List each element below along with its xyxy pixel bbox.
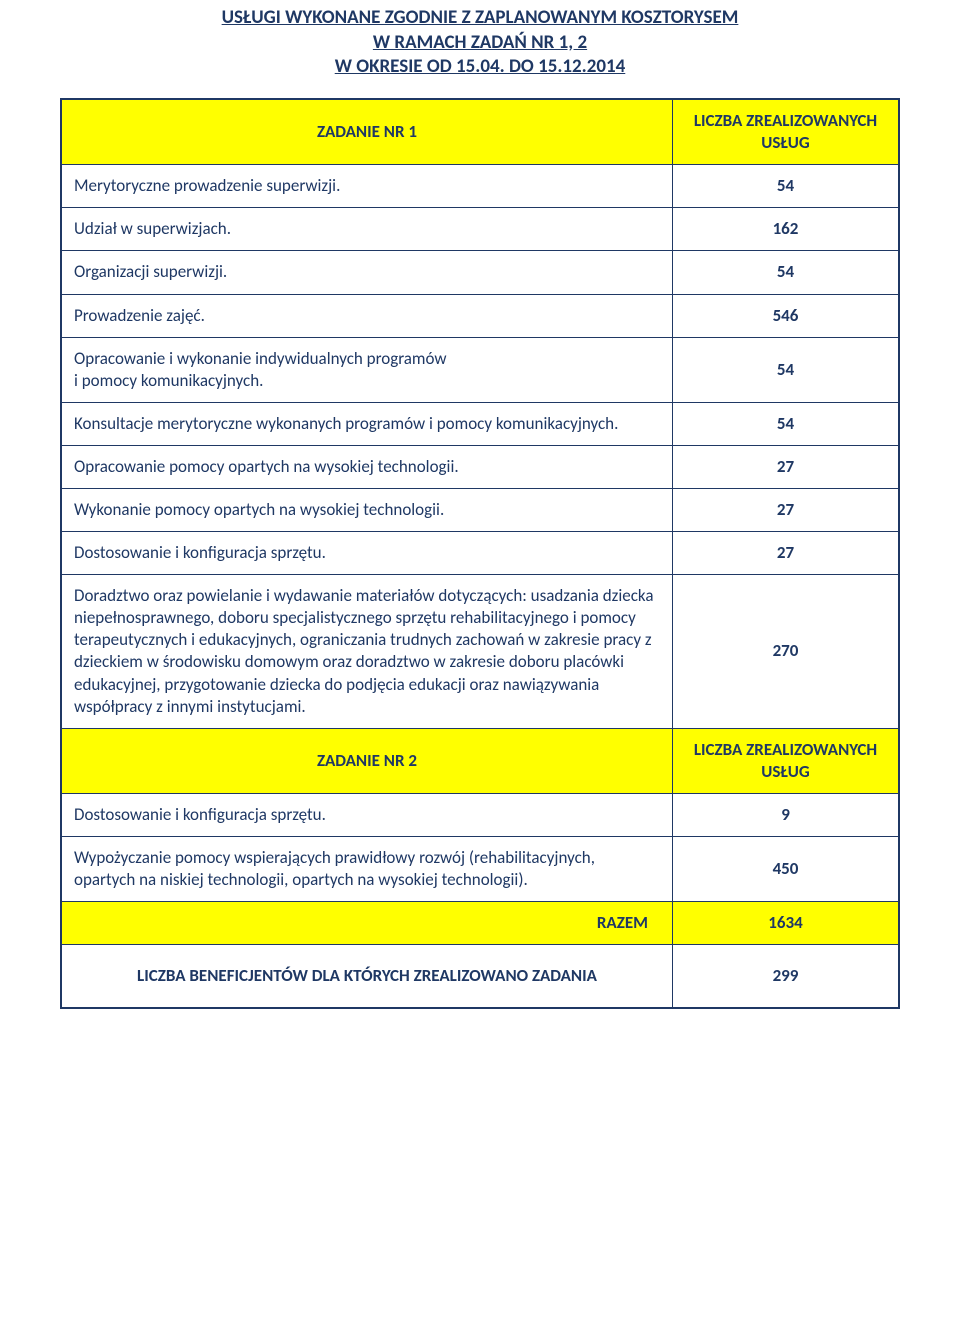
- row-label: Wykonanie pomocy opartych na wysokiej te…: [62, 489, 673, 532]
- footer-row: LICZBA BENEFICJENTÓW DLA KTÓRYCH ZREALIZ…: [62, 945, 899, 1008]
- table-row: Merytoryczne prowadzenie superwizji. 54: [62, 165, 899, 208]
- page: USŁUGI WYKONANE ZGODNIE Z ZAPLANOWANYM K…: [0, 0, 960, 1317]
- row-label: Prowadzenie zajęć.: [62, 294, 673, 337]
- section1-header-row: ZADANIE NR 1 LICZBA ZREALIZOWANYCH USŁUG: [62, 100, 899, 165]
- table-row: Dostosowanie i konfiguracja sprzętu. 9: [62, 793, 899, 836]
- row-label: Organizacji superwizji.: [62, 251, 673, 294]
- row-label: Konsultacje merytoryczne wykonanych prog…: [62, 402, 673, 445]
- row-value: 27: [673, 445, 899, 488]
- row-label: Opracowanie i wykonanie indywidualnych p…: [62, 337, 673, 402]
- section1-header-left: ZADANIE NR 1: [62, 100, 673, 165]
- section2-header-row: ZADANIE NR 2 LICZBA ZREALIZOWANYCH USŁUG: [62, 728, 899, 793]
- section1-header-right: LICZBA ZREALIZOWANYCH USŁUG: [673, 100, 899, 165]
- services-table: ZADANIE NR 1 LICZBA ZREALIZOWANYCH USŁUG…: [61, 99, 899, 1008]
- page-heading: USŁUGI WYKONANE ZGODNIE Z ZAPLANOWANYM K…: [60, 0, 900, 80]
- row-label: Udział w superwizjach.: [62, 208, 673, 251]
- total-row: RAZEM 1634: [62, 902, 899, 945]
- row-value: 54: [673, 165, 899, 208]
- row-label: Dostosowanie i konfiguracja sprzętu.: [62, 532, 673, 575]
- table-container: ZADANIE NR 1 LICZBA ZREALIZOWANYCH USŁUG…: [60, 98, 900, 1009]
- row-value: 9: [673, 793, 899, 836]
- heading-line-2: W RAMACH ZADAŃ NR 1, 2: [373, 31, 587, 54]
- row-value: 54: [673, 337, 899, 402]
- row-label: Dostosowanie i konfiguracja sprzętu.: [62, 793, 673, 836]
- table-row: Opracowanie i wykonanie indywidualnych p…: [62, 337, 899, 402]
- table-row: Wypożyczanie pomocy wspierających prawid…: [62, 837, 899, 902]
- row-label: Doradztwo oraz powielanie i wydawanie ma…: [62, 575, 673, 729]
- row-label: Opracowanie pomocy opartych na wysokiej …: [62, 445, 673, 488]
- row-label: Merytoryczne prowadzenie superwizji.: [62, 165, 673, 208]
- heading-line-3: W OKRESIE OD 15.04. DO 15.12.2014: [335, 55, 626, 78]
- section2-header-right: LICZBA ZREALIZOWANYCH USŁUG: [673, 728, 899, 793]
- heading-line-1: USŁUGI WYKONANE ZGODNIE Z ZAPLANOWANYM K…: [222, 6, 739, 29]
- table-row: Doradztwo oraz powielanie i wydawanie ma…: [62, 575, 899, 729]
- row-value: 270: [673, 575, 899, 729]
- table-row: Wykonanie pomocy opartych na wysokiej te…: [62, 489, 899, 532]
- row-label: Wypożyczanie pomocy wspierających prawid…: [62, 837, 673, 902]
- footer-value: 299: [673, 945, 899, 1008]
- row-value: 54: [673, 402, 899, 445]
- row-value: 450: [673, 837, 899, 902]
- table-row: Prowadzenie zajęć. 546: [62, 294, 899, 337]
- footer-label: LICZBA BENEFICJENTÓW DLA KTÓRYCH ZREALIZ…: [62, 945, 673, 1008]
- table-row: Dostosowanie i konfiguracja sprzętu. 27: [62, 532, 899, 575]
- table-row: Organizacji superwizji. 54: [62, 251, 899, 294]
- row-value: 27: [673, 532, 899, 575]
- section2-header-left: ZADANIE NR 2: [62, 728, 673, 793]
- table-row: Udział w superwizjach. 162: [62, 208, 899, 251]
- row-value: 27: [673, 489, 899, 532]
- row-value: 546: [673, 294, 899, 337]
- table-row: Opracowanie pomocy opartych na wysokiej …: [62, 445, 899, 488]
- row-value: 162: [673, 208, 899, 251]
- table-row: Konsultacje merytoryczne wykonanych prog…: [62, 402, 899, 445]
- total-label: RAZEM: [62, 902, 673, 945]
- row-value: 54: [673, 251, 899, 294]
- total-value: 1634: [673, 902, 899, 945]
